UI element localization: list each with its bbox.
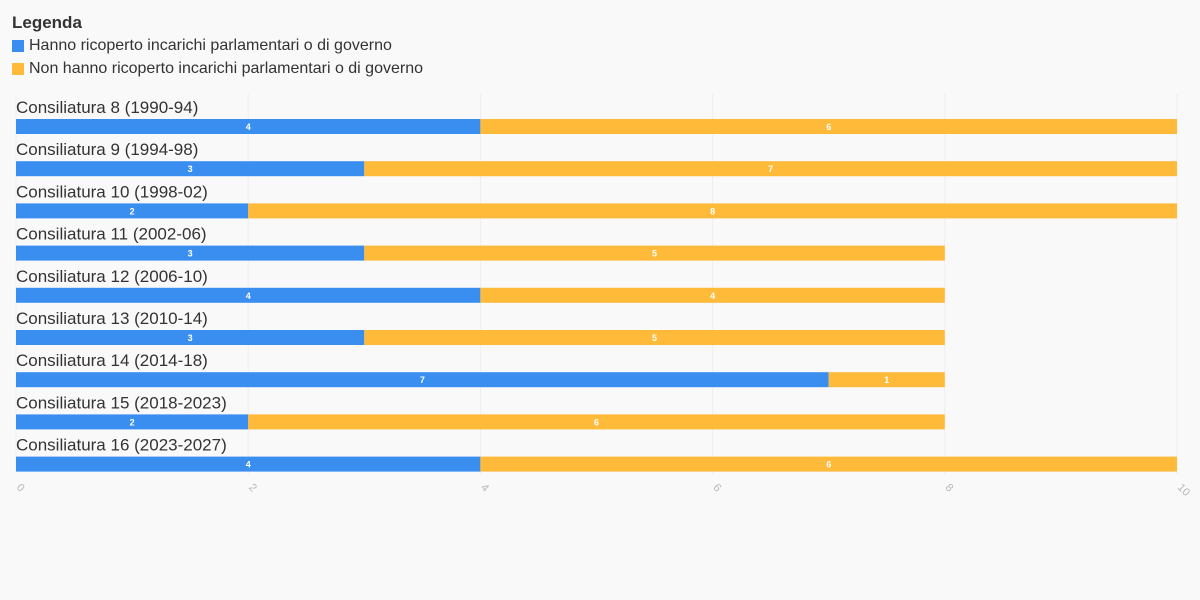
value-label: 4 [710, 291, 715, 301]
legend-title: Legenda [12, 13, 82, 32]
chart-row: Consiliatura 12 (2006-10) 4 4 [16, 267, 945, 303]
value-label: 8 [710, 206, 715, 216]
bar-segment-no-parliament [480, 287, 945, 303]
bar-segment-parliament [16, 245, 365, 261]
x-tick-label: 0 [14, 482, 27, 495]
legend: Legenda Hanno ricoperto incarichi parlam… [12, 12, 423, 80]
value-label: 7 [768, 164, 773, 174]
value-label: 2 [130, 206, 135, 216]
legend-swatch-orange [12, 62, 24, 75]
value-label: 4 [246, 460, 251, 470]
bar-segment-no-parliament [828, 372, 945, 388]
bar-segment-no-parliament [364, 330, 945, 345]
legend-label-parliament: Hanno ricoperto incarichi parlamentari o… [29, 37, 392, 54]
value-label: 6 [594, 417, 599, 427]
bar-segment-parliament [16, 456, 481, 472]
legend-swatch-blue [12, 39, 24, 52]
chart-row: Consiliatura 16 (2023-2027) 4 6 [16, 436, 1177, 472]
grid-lines [15, 94, 1178, 474]
category-label: Consiliatura 14 (2014-18) [16, 351, 208, 370]
value-label: 2 [130, 417, 135, 427]
legend-item-no-parliament: Non hanno ricoperto incarichi parlamenta… [12, 57, 423, 80]
x-tick-label: 4 [478, 482, 491, 495]
bar-segment-no-parliament [248, 203, 1177, 219]
legend-label-no-parliament: Non hanno ricoperto incarichi parlamenta… [29, 60, 423, 77]
x-tick-label: 6 [710, 482, 723, 495]
chart-row: Consiliatura 10 (1998-02) 2 8 [16, 182, 1177, 219]
x-tick-label: 10 [1175, 482, 1192, 499]
value-label: 4 [246, 291, 251, 301]
x-axis-ticks: 0 2 4 6 8 10 [14, 482, 1192, 499]
chart-row: Consiliatura 9 (1994-98) 3 7 [16, 140, 1177, 177]
chart-row: Consiliatura 13 (2010-14) 3 5 [16, 309, 945, 345]
value-label: 5 [652, 333, 657, 343]
value-label: 6 [826, 460, 831, 470]
bar-segment-no-parliament [248, 414, 945, 430]
bar-segment-parliament [16, 330, 365, 345]
bar-segment-no-parliament [480, 456, 1177, 472]
category-label: Consiliatura 11 (2002-06) [16, 225, 207, 244]
bar-segment-no-parliament [480, 119, 1177, 134]
category-label: Consiliatura 13 (2010-14) [16, 309, 208, 328]
category-label: Consiliatura 15 (2018-2023) [16, 393, 227, 412]
x-tick-label: 8 [943, 482, 956, 495]
bar-segment-no-parliament [364, 161, 1177, 177]
category-label: Consiliatura 8 (1990-94) [16, 98, 198, 117]
chart-row: Consiliatura 11 (2002-06) 3 5 [16, 225, 945, 261]
x-tick-label: 2 [246, 482, 259, 495]
value-label: 1 [884, 375, 889, 385]
chart-row: Consiliatura 8 (1990-94) 4 6 [16, 98, 1177, 134]
bar-segment-parliament [16, 287, 481, 303]
bar-segment-parliament [16, 161, 365, 177]
value-label: 6 [826, 122, 831, 132]
value-label: 7 [420, 375, 425, 385]
chart-row: Consiliatura 14 (2014-18) 7 1 [16, 351, 945, 388]
bar-segment-parliament [16, 414, 249, 430]
legend-item-parliament: Hanno ricoperto incarichi parlamentari o… [12, 34, 423, 57]
category-label: Consiliatura 10 (1998-02) [16, 182, 208, 201]
category-label: Consiliatura 16 (2023-2027) [16, 436, 227, 455]
chart-rows: Consiliatura 8 (1990-94) 4 6 Consiliatura 9… [16, 98, 1177, 472]
bar-segment-parliament [16, 372, 829, 388]
category-label: Consiliatura 9 (1994-98) [16, 140, 198, 159]
value-label: 3 [188, 333, 193, 343]
bar-segment-parliament [16, 203, 249, 219]
value-label: 3 [188, 164, 193, 174]
value-label: 5 [652, 249, 657, 259]
value-label: 4 [246, 122, 251, 132]
bar-segment-no-parliament [364, 245, 945, 261]
category-label: Consiliatura 12 (2006-10) [16, 267, 208, 286]
value-label: 3 [188, 249, 193, 259]
bar-segment-parliament [16, 119, 481, 134]
chart-row: Consiliatura 15 (2018-2023) 2 6 [16, 393, 945, 430]
